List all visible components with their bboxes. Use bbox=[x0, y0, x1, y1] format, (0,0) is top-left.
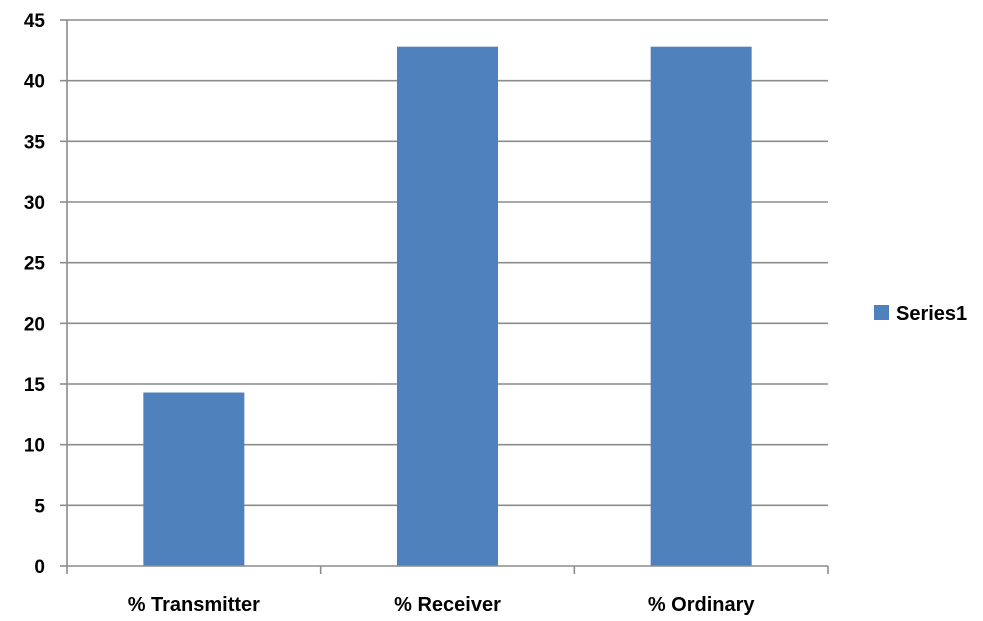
y-tick-labels: 0 5 10 15 20 25 30 35 40 45 bbox=[24, 11, 46, 578]
y-tick-label: 30 bbox=[24, 193, 45, 214]
legend-label: Series1 bbox=[896, 303, 967, 325]
y-tick-label: 10 bbox=[24, 436, 45, 457]
y-tick-label: 20 bbox=[24, 314, 45, 335]
bar-1 bbox=[143, 392, 245, 566]
y-tick-label: 0 bbox=[34, 557, 45, 578]
y-tick-label: 25 bbox=[24, 254, 46, 275]
y-tick-label: 15 bbox=[24, 375, 46, 396]
bar-2 bbox=[397, 46, 498, 566]
bars bbox=[143, 46, 752, 566]
x-category-label: % Ordinary bbox=[648, 594, 756, 616]
y-tick-label: 45 bbox=[24, 11, 46, 32]
axes bbox=[60, 19, 829, 574]
y-tick-label: 40 bbox=[24, 72, 45, 93]
x-category-label: % Transmitter bbox=[128, 594, 260, 616]
y-tick-label: 35 bbox=[24, 132, 46, 153]
x-category-label: % Receiver bbox=[394, 594, 501, 616]
y-tick-label: 5 bbox=[34, 496, 45, 517]
legend: Series1 bbox=[874, 303, 967, 325]
bar-3 bbox=[650, 46, 752, 566]
x-category-labels: % Transmitter % Receiver % Ordinary bbox=[128, 594, 756, 616]
legend-swatch bbox=[874, 305, 889, 320]
